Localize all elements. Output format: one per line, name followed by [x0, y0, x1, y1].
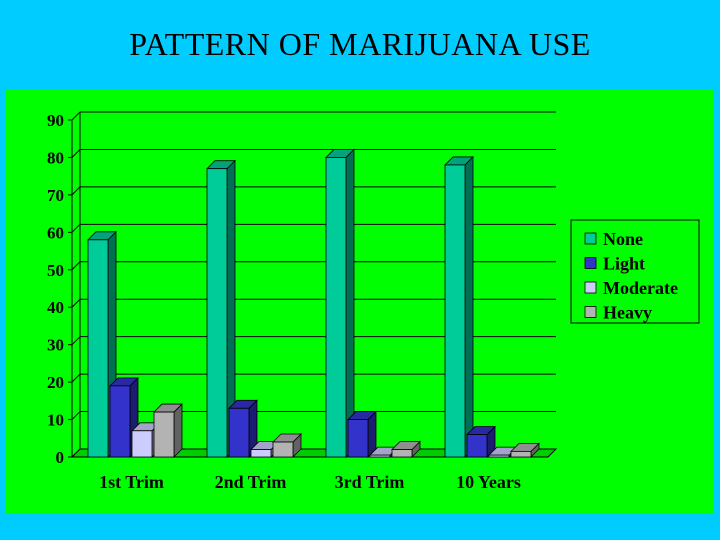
- x-tick-label: 2nd Trim: [215, 472, 287, 492]
- y-tick-label: 60: [47, 223, 64, 242]
- bar: [347, 419, 369, 458]
- legend-swatch: [584, 281, 597, 294]
- y-tick-label: 90: [47, 111, 64, 130]
- axes: [68, 112, 558, 458]
- bar: [369, 454, 391, 458]
- bar: [272, 441, 294, 458]
- bar: [109, 385, 131, 458]
- gridline-diagonal: [71, 149, 81, 158]
- bar: [87, 239, 109, 458]
- bar: [206, 168, 228, 458]
- bar: [510, 450, 532, 458]
- gridline-diagonal: [71, 411, 81, 420]
- y-tick-label: 10: [47, 411, 64, 430]
- legend-swatch: [584, 232, 597, 245]
- bar: [488, 454, 510, 458]
- legend: None Light Moderate Heavy: [570, 219, 700, 324]
- bar: [228, 407, 250, 458]
- legend-label: Heavy: [603, 303, 652, 323]
- legend-swatch: [584, 257, 597, 269]
- y-tick-label: 40: [47, 298, 64, 317]
- axis-labels: 0 10 20 30 40 50 60 70 80 90 1st Trim 2nd Trim 3rd T…: [47, 111, 521, 492]
- y-tick-label: 30: [47, 336, 64, 355]
- bar: [325, 157, 347, 458]
- legend-label: Light: [603, 254, 645, 274]
- chart-area: 0 10 20 30 40 50 60 70 80 90 1st Trim 2nd Trim 3rd T…: [6, 90, 714, 514]
- bar-side: [173, 403, 183, 458]
- gridline-diagonal: [71, 298, 81, 308]
- gridline-diagonal: [71, 186, 81, 196]
- y-tick-label: 50: [47, 261, 64, 280]
- y-tick-label: 0: [56, 448, 65, 467]
- gridline-diagonal: [71, 111, 81, 121]
- y-tick-label: 70: [47, 186, 64, 205]
- legend-swatch: [584, 306, 597, 318]
- bar: [444, 164, 466, 458]
- x-tick-label: 10 Years: [456, 472, 521, 492]
- bar-chart: 0 10 20 30 40 50 60 70 80 90 1st Trim 2nd Trim 3rd T…: [47, 111, 700, 492]
- y-tick-label: 80: [47, 148, 64, 167]
- bar-side: [464, 155, 474, 458]
- bar: [153, 411, 175, 458]
- bars: [87, 148, 540, 458]
- gridline-diagonal: [71, 373, 81, 383]
- bar: [250, 449, 272, 458]
- bar-side: [345, 148, 355, 458]
- bar: [391, 449, 413, 458]
- bar: [466, 434, 488, 458]
- y-tick-label: 20: [47, 373, 64, 392]
- gridlines: [71, 111, 556, 458]
- slide-title: PATTERN OF MARIJUANA USE: [129, 26, 591, 62]
- legend-label: None: [603, 229, 643, 249]
- gridline-diagonal: [71, 261, 81, 271]
- gridline-diagonal: [71, 223, 81, 233]
- x-tick-label: 1st Trim: [99, 472, 164, 492]
- bar: [131, 430, 153, 458]
- x-tick-label: 3rd Trim: [335, 472, 405, 492]
- legend-label: Moderate: [603, 278, 678, 298]
- gridline-diagonal: [71, 336, 81, 346]
